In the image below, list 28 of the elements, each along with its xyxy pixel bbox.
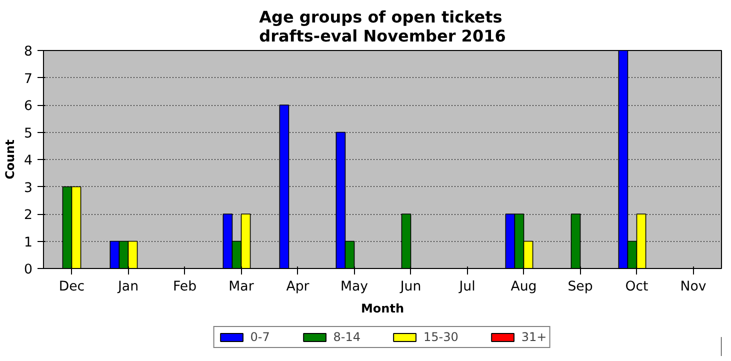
x-tick-label: Oct xyxy=(625,280,648,294)
x-tick-label: Dec xyxy=(58,280,85,294)
legend-label: 31+ xyxy=(521,330,547,344)
x-tick-label: Nov xyxy=(680,280,706,294)
y-tick-label: 2 xyxy=(24,208,33,223)
x-tick-label: Jul xyxy=(458,280,476,294)
y-tick-label: 1 xyxy=(24,235,33,250)
y-tick-label: 0 xyxy=(24,262,33,278)
x-tick-label: Aug xyxy=(510,280,537,294)
legend-label: 0-7 xyxy=(250,330,270,344)
x-tick-label: May xyxy=(340,280,368,294)
legend-label: 15-30 xyxy=(424,330,458,344)
y-tick-label: 4 xyxy=(24,154,33,168)
chart-title: Age groups of open tickets drafts-eval November 2016 xyxy=(259,8,506,46)
x-tick-label: Jan xyxy=(116,280,139,294)
y-axis-title: Count xyxy=(3,139,18,180)
y-tick-label: 3 xyxy=(24,180,33,196)
x-axis-title: Month xyxy=(360,302,404,316)
y-tick-label: 5 xyxy=(24,126,33,142)
y-tick-label: 8 xyxy=(24,44,33,60)
x-tick-label: Jun xyxy=(399,280,422,294)
x-tick-label: Apr xyxy=(286,280,310,294)
x-tick-label: Mar xyxy=(228,280,254,294)
legend-label: 8-14 xyxy=(333,330,361,344)
y-tick-label: 7 xyxy=(24,72,33,87)
x-tick-label: Sep xyxy=(568,280,593,294)
y-tick-label: 6 xyxy=(24,99,33,114)
x-tick-label: Feb xyxy=(172,280,197,294)
